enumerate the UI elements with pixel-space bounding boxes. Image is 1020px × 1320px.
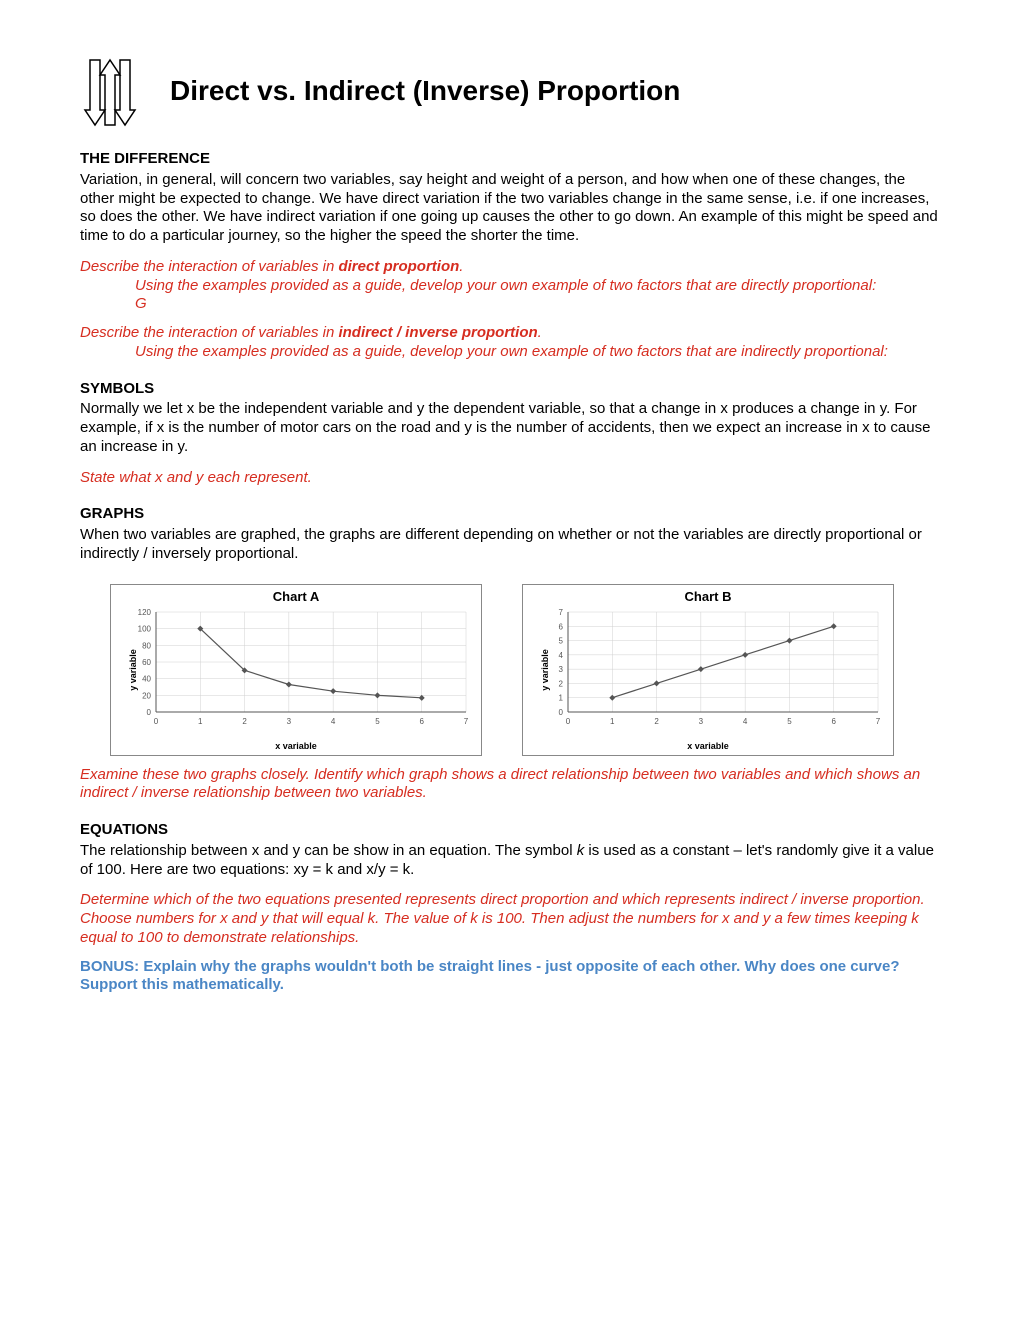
graphs-prompt: Examine these two graphs closely. Identi… — [80, 766, 940, 804]
arrows-icon — [80, 50, 140, 130]
indirect-prompt-lead: Describe the interaction of variables in — [80, 324, 338, 341]
indirect-prompt-tail: . — [538, 324, 542, 341]
graphs-head: GRAPHS — [80, 505, 940, 524]
direct-prompt-lead: Describe the interaction of variables in — [80, 258, 338, 275]
bonus-text: BONUS: Explain why the graphs wouldn't b… — [80, 958, 940, 996]
svg-text:3: 3 — [559, 665, 564, 674]
chart-a-xlabel: x variable — [275, 741, 317, 752]
svg-text:4: 4 — [743, 717, 748, 726]
svg-text:5: 5 — [559, 636, 564, 645]
chart-a-title: Chart A — [111, 585, 481, 607]
direct-prompt-tail: . — [459, 258, 463, 275]
symbols-head: SYMBOLS — [80, 380, 940, 399]
equations-body: The relationship between x and y can be … — [80, 842, 940, 880]
svg-text:1: 1 — [559, 693, 564, 702]
svg-text:0: 0 — [559, 708, 564, 717]
svg-text:2: 2 — [242, 717, 247, 726]
svg-text:80: 80 — [142, 641, 151, 650]
indirect-prompt-sub1: Using the examples provided as a guide, … — [135, 343, 940, 362]
equations-head: EQUATIONS — [80, 821, 940, 840]
difference-body: Variation, in general, will concern two … — [80, 171, 940, 246]
svg-text:40: 40 — [142, 674, 151, 683]
chart-b-title: Chart B — [523, 585, 893, 607]
chart-b-xlabel: x variable — [687, 741, 729, 752]
symbols-body: Normally we let x be the independent var… — [80, 400, 940, 456]
equations-prompt: Determine which of the two equations pre… — [80, 891, 940, 947]
svg-text:100: 100 — [138, 624, 152, 633]
svg-text:5: 5 — [375, 717, 380, 726]
chart-b: Chart B y variable 0 1 2 3 4 5 6 7 0 1 2 3 4 5 6 7 x va… — [522, 584, 894, 756]
direct-prompt-sub2: G — [135, 295, 940, 314]
svg-text:60: 60 — [142, 658, 151, 667]
svg-text:1: 1 — [610, 717, 615, 726]
symbols-prompt: State what x and y each represent. — [80, 469, 940, 488]
svg-text:2: 2 — [559, 679, 564, 688]
page-title: Direct vs. Indirect (Inverse) Proportion — [170, 73, 680, 108]
chart-b-svg: 0 1 2 3 4 5 6 7 0 1 2 3 4 5 6 7 — [523, 607, 893, 737]
charts-row: Chart A y variable 020406080100120012345… — [110, 584, 940, 756]
svg-text:120: 120 — [138, 608, 152, 617]
direct-prompt-sub1: Using the examples provided as a guide, … — [135, 277, 940, 296]
chart-a: Chart A y variable 0 20 40 60 80 100 120 0 1 2 3 4 5… — [110, 584, 482, 756]
svg-text:7: 7 — [559, 608, 564, 617]
svg-text:7: 7 — [464, 717, 469, 726]
indirect-prompt: Describe the interaction of variables in… — [80, 324, 940, 343]
svg-text:0: 0 — [154, 717, 159, 726]
svg-text:7: 7 — [876, 717, 881, 726]
svg-text:6: 6 — [831, 717, 836, 726]
equations-body-pre: The relationship between x and y can be … — [80, 842, 577, 859]
svg-text:5: 5 — [787, 717, 792, 726]
svg-text:3: 3 — [699, 717, 704, 726]
svg-text:1: 1 — [198, 717, 203, 726]
svg-text:0: 0 — [566, 717, 571, 726]
graphs-body: When two variables are graphed, the grap… — [80, 526, 940, 564]
page-header: Direct vs. Indirect (Inverse) Proportion — [80, 50, 940, 130]
svg-text:6: 6 — [419, 717, 424, 726]
svg-text:4: 4 — [559, 651, 564, 660]
direct-prompt-bold: direct proportion — [338, 258, 459, 275]
chart-b-ylabel: y variable — [540, 649, 551, 691]
chart-a-ylabel: y variable — [128, 649, 139, 691]
difference-head: THE DIFFERENCE — [80, 150, 940, 169]
chart-a-svg: 0 20 40 60 80 100 120 0 1 2 3 4 5 6 7 — [111, 607, 481, 737]
svg-text:3: 3 — [287, 717, 292, 726]
svg-text:6: 6 — [559, 622, 564, 631]
svg-text:2: 2 — [654, 717, 659, 726]
direct-prompt: Describe the interaction of variables in… — [80, 258, 940, 277]
svg-text:4: 4 — [331, 717, 336, 726]
svg-text:0: 0 — [147, 708, 152, 717]
indirect-prompt-bold: indirect / inverse proportion — [338, 324, 537, 341]
svg-text:20: 20 — [142, 691, 151, 700]
